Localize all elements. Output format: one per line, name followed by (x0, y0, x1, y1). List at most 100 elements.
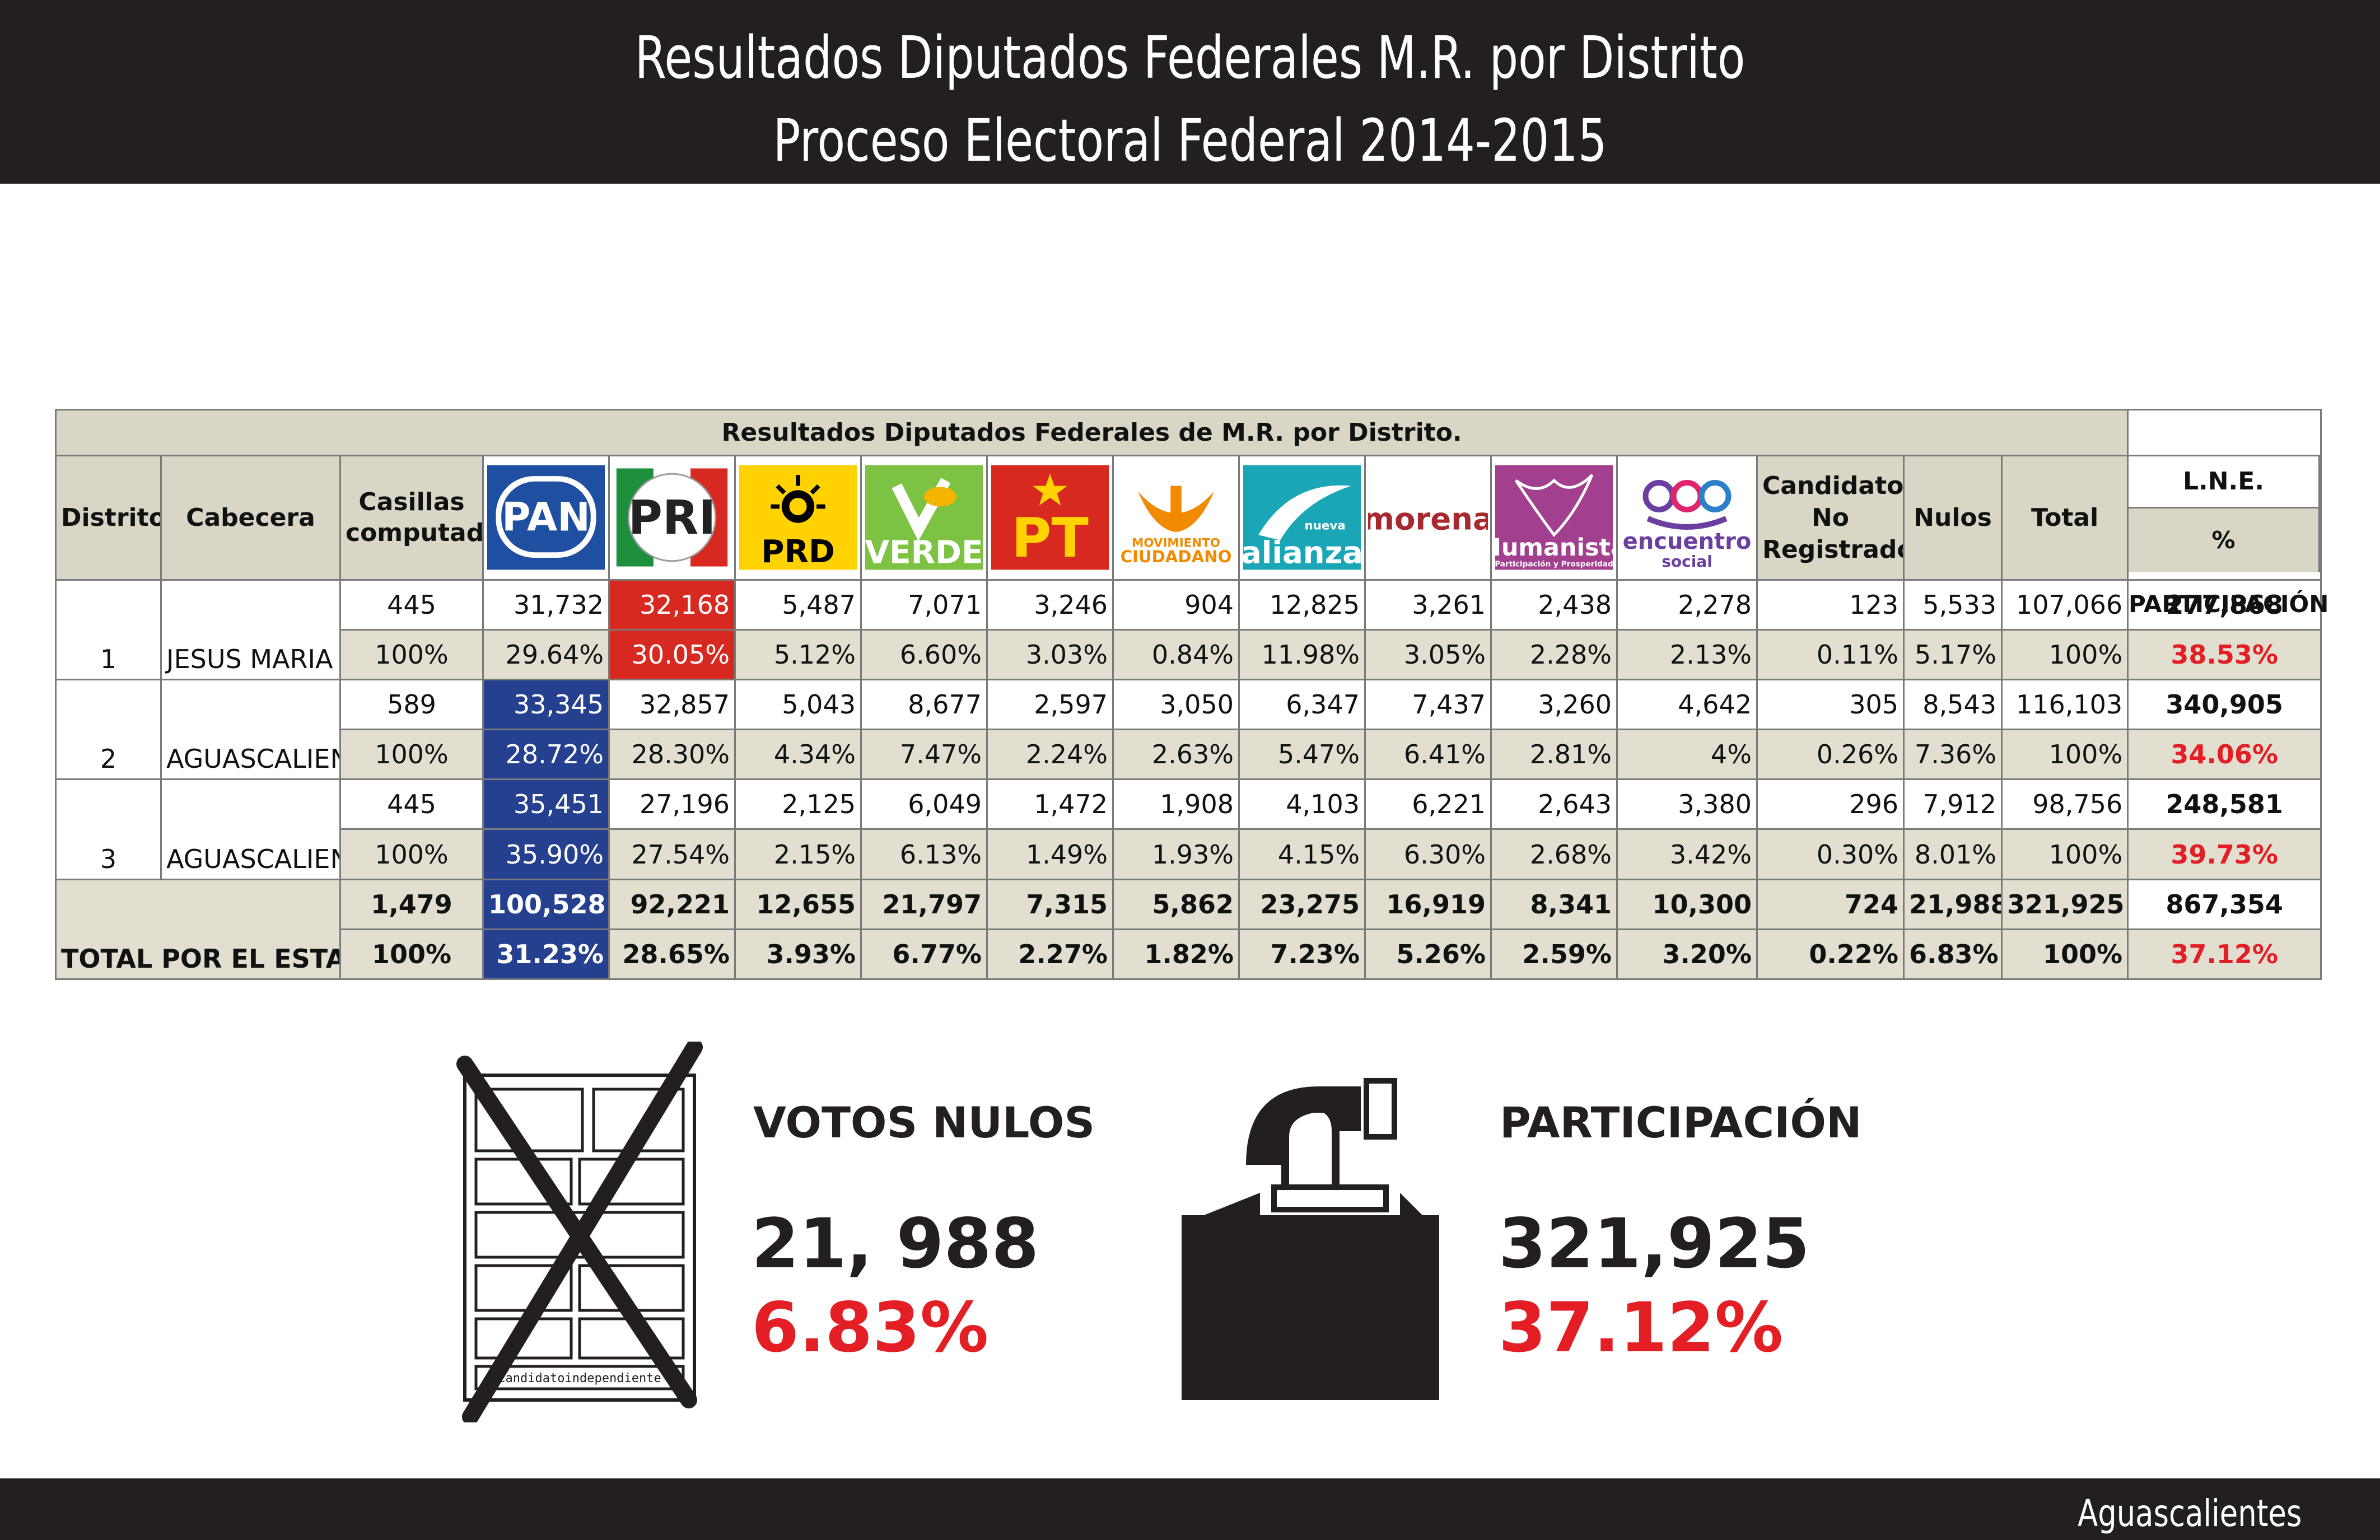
svg-text:MOVIMIENTO: MOVIMIENTO (1132, 536, 1220, 550)
percent-cell: 28.72% (482, 729, 610, 781)
table-title: Resultados Diputados Federales de M.R. p… (54, 408, 2129, 457)
svg-text:CIUDADANO: CIUDADANO (1121, 547, 1232, 566)
results-table: Resultados Diputados Federales de M.R. p… (54, 408, 2322, 981)
participacion-cell: 39.73% (2127, 828, 2322, 880)
pt-logo: PT (986, 455, 1114, 581)
null-ballot-icon: candidatoindependiente (448, 1039, 711, 1425)
page-title: Resultados Diputados Federales M.R. por … (634, 24, 1746, 92)
cabecera-cell: AGUASCALIENTES (160, 778, 341, 880)
participacion-cell: 38.53% (2127, 628, 2322, 680)
svg-text:Humanista: Humanista (1494, 534, 1614, 562)
vote-cell: 8,543 (1903, 678, 2003, 731)
vote-cell: 1,908 (1112, 778, 1240, 830)
vote-cell: 21,797 (860, 878, 988, 930)
percent-cell: 100% (339, 928, 484, 981)
percent-cell: 2.81% (1490, 729, 1618, 781)
percent-cell: 2.27% (986, 928, 1114, 981)
nulos-label: VOTOS NULOS (753, 1098, 1095, 1147)
percent-cell: 6.60% (860, 628, 988, 680)
vote-cell: 321,925 (2000, 878, 2129, 930)
pan-logo: PAN (482, 455, 610, 581)
vote-cell: 3,380 (1616, 778, 1758, 830)
vote-cell: 10,300 (1616, 878, 1758, 930)
vote-cell: 12,825 (1238, 578, 1366, 631)
lne-cell: 248,581 (2127, 778, 2322, 830)
vote-cell: 31,732 (482, 578, 610, 631)
vote-cell: 7,071 (860, 578, 988, 631)
vote-cell: 4,642 (1616, 678, 1758, 731)
participacion-summary-label: PARTICIPACIÓN (1500, 1098, 1862, 1147)
percent-cell: 5.26% (1364, 928, 1492, 981)
percent-cell: 2.15% (734, 828, 862, 880)
vote-cell: 16,919 (1364, 878, 1492, 930)
percent-cell: 2.63% (1112, 729, 1240, 781)
vote-cell: 445 (339, 578, 484, 631)
vote-cell: 305 (1756, 678, 1905, 731)
percent-cell: 6.77% (860, 928, 988, 981)
col-nulos: Nulos (1903, 455, 2003, 581)
col-total: Total (2000, 455, 2129, 581)
nulos-percent: 6.83% (752, 1288, 989, 1368)
morena-logo: morena (1364, 455, 1492, 581)
participacion-cell: 37.12% (2127, 928, 2322, 981)
verde-logo: VERDE (860, 455, 988, 581)
vote-cell: 724 (1756, 878, 1905, 930)
percent-cell: 3.20% (1616, 928, 1758, 981)
percent-cell: 3.05% (1364, 628, 1492, 680)
percent-cell: 1.93% (1112, 828, 1240, 880)
svg-text:morena: morena (1368, 501, 1488, 537)
vote-cell: 7,912 (1903, 778, 2003, 830)
footer-state: Aguascalientes (2077, 1492, 2302, 1535)
table-row: 100% 35.90% 27.54% 2.15% 6.13% 1.49% 1.93% 4.15… (56, 828, 2322, 880)
percent-cell: 7.23% (1238, 928, 1366, 981)
vote-cell: 2,597 (986, 678, 1114, 731)
vote-cell: 3,246 (986, 578, 1114, 631)
vote-cell: 6,221 (1364, 778, 1492, 830)
percent-cell: 2.68% (1490, 828, 1618, 880)
table-row: TOTAL POR EL ESTADO1,479100,52892,22112,… (55, 878, 2322, 981)
vote-cell: 5,862 (1112, 878, 1240, 930)
percent-cell: 4% (1616, 729, 1758, 781)
percent-cell: 2.28% (1490, 628, 1618, 680)
lne-label: L.N.E. (2129, 456, 2318, 508)
svg-text:Participación y Prosperidad: Participación y Prosperidad (1495, 560, 1613, 569)
percent-cell: 100% (2000, 729, 2129, 781)
vote-cell: 98,756 (2000, 778, 2129, 830)
percent-cell: 100% (339, 628, 484, 680)
percent-cell: 2.59% (1490, 928, 1618, 981)
participacion-percent: 37.12% (1499, 1288, 1784, 1368)
vote-cell: 5,487 (734, 578, 862, 631)
percent-cell: 1.82% (1112, 928, 1240, 981)
percent-cell: 3.42% (1616, 828, 1758, 880)
table-row: 1 JESUS MARIA 445 31,732 32,168 5,487 7,071 3,2… (55, 578, 2322, 680)
table-row: 2AGUASCALIENTES58933,34532,8575,0438,677… (55, 678, 2322, 781)
percent-cell: 4.15% (1238, 828, 1366, 880)
percent-cell: 31.23% (482, 928, 610, 981)
header-row: Distrito Cabecera Casillas computadas PA… (55, 455, 2321, 581)
vote-cell: 21,988 (1903, 878, 2003, 930)
lne-header: L.N.E. % PARTICIPACIÓN (2127, 455, 2328, 618)
percent-cell: 100% (339, 828, 484, 880)
percent-cell: 27.54% (608, 828, 736, 880)
vote-cell: 2,278 (1616, 578, 1758, 631)
percent-cell: 100% (2000, 928, 2129, 981)
prd-logo: PRD (734, 455, 862, 581)
nueva-alianza-logo: nueva alianza (1238, 455, 1366, 581)
vote-cell: 6,049 (860, 778, 988, 830)
col-casillas: Casillas computadas (339, 455, 484, 581)
vote-cell: 32,857 (608, 678, 736, 731)
svg-text:nueva: nueva (1304, 519, 1345, 533)
vote-cell: 5,043 (734, 678, 862, 731)
vote-cell: 35,451 (482, 778, 610, 830)
percent-cell: 1.49% (986, 828, 1114, 880)
vote-cell: 12,655 (734, 878, 862, 930)
percent-cell: 6.13% (860, 828, 988, 880)
percent-cell: 11.98% (1238, 628, 1366, 680)
encuentro-social-logo: encuentro social (1616, 455, 1758, 581)
percent-cell: 28.30% (608, 729, 736, 781)
percent-cell: 5.47% (1238, 729, 1366, 781)
cabecera-cell: AGUASCALIENTES (160, 678, 341, 781)
vote-cell: 2,125 (734, 778, 862, 830)
vote-cell: 6,347 (1238, 678, 1366, 731)
vote-cell: 904 (1112, 578, 1240, 631)
